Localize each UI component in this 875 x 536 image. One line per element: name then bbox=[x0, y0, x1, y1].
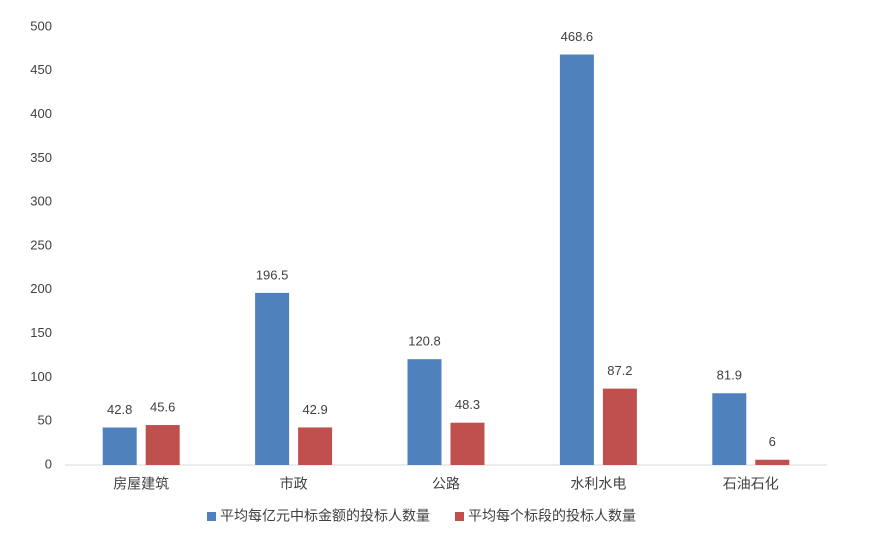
y-tick-label: 200 bbox=[30, 281, 52, 296]
bar bbox=[145, 425, 180, 465]
bar bbox=[450, 422, 485, 465]
data-label: 120.8 bbox=[408, 334, 441, 349]
y-tick-label: 250 bbox=[30, 237, 52, 252]
data-label: 87.2 bbox=[607, 363, 632, 378]
legend-swatch bbox=[207, 512, 216, 521]
data-label: 42.8 bbox=[107, 402, 132, 417]
bar bbox=[255, 292, 290, 465]
bar bbox=[602, 388, 637, 465]
data-label: 196.5 bbox=[256, 267, 289, 282]
data-label: 6 bbox=[769, 434, 776, 449]
bar bbox=[712, 393, 747, 465]
x-tick-label: 公路 bbox=[432, 476, 460, 492]
y-tick-label: 50 bbox=[38, 413, 52, 428]
legend-label: 平均每个标段的投标人数量 bbox=[468, 508, 636, 524]
y-tick-label: 0 bbox=[45, 456, 52, 471]
data-label: 45.6 bbox=[150, 399, 175, 414]
y-tick-label: 300 bbox=[30, 194, 52, 209]
legend-label: 平均每亿元中标金额的投标人数量 bbox=[220, 508, 430, 524]
data-label: 48.3 bbox=[455, 397, 480, 412]
legend-swatch bbox=[455, 512, 464, 521]
y-tick-label: 100 bbox=[30, 369, 52, 384]
data-label: 42.9 bbox=[302, 402, 327, 417]
y-tick-label: 450 bbox=[30, 62, 52, 77]
bar bbox=[559, 54, 594, 465]
y-tick-label: 150 bbox=[30, 325, 52, 340]
x-tick-label: 房屋建筑 bbox=[113, 476, 169, 492]
y-tick-label: 350 bbox=[30, 150, 52, 165]
bar bbox=[102, 427, 137, 465]
x-tick-label: 石油石化 bbox=[723, 476, 779, 492]
x-tick-label: 市政 bbox=[280, 476, 308, 492]
y-tick-label: 500 bbox=[30, 18, 52, 33]
x-tick-label: 水利水电 bbox=[570, 476, 626, 492]
data-label: 468.6 bbox=[561, 29, 594, 44]
bar bbox=[298, 427, 333, 465]
bar bbox=[755, 459, 790, 465]
y-tick-label: 400 bbox=[30, 106, 52, 121]
data-label: 81.9 bbox=[717, 368, 742, 383]
bar bbox=[407, 359, 442, 465]
